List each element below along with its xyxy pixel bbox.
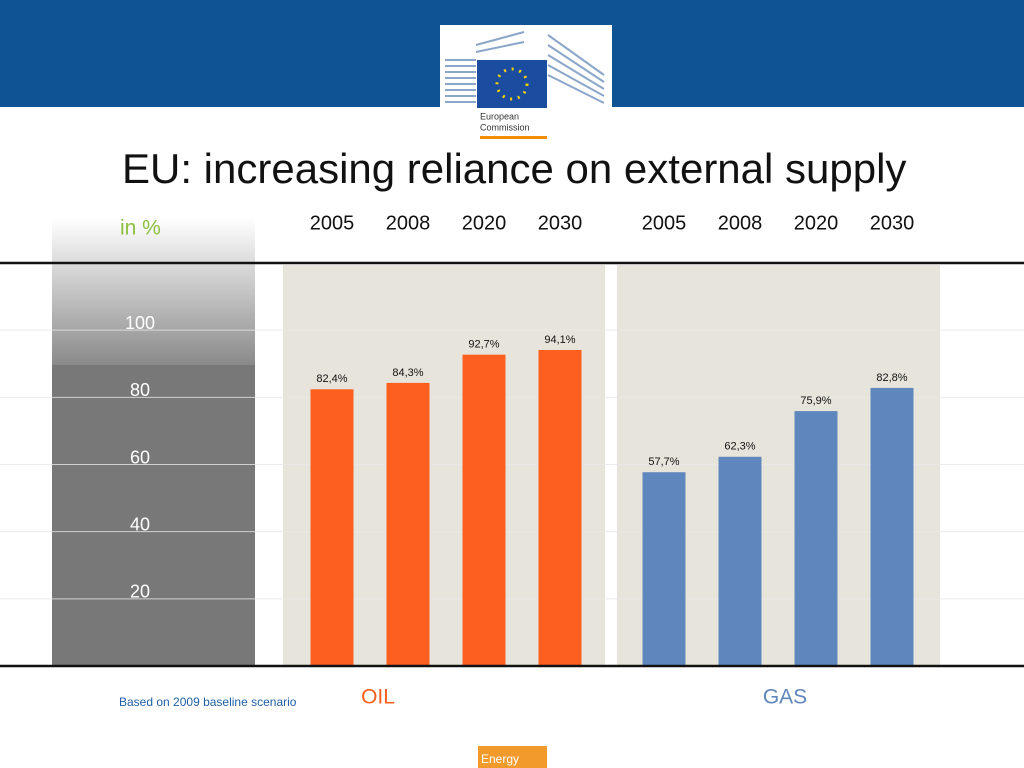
- note: Based on 2009 baseline scenario: [119, 695, 297, 709]
- x-tick-label: 2030: [538, 212, 583, 234]
- logo-text: European: [480, 111, 519, 121]
- y-tick-label: 20: [130, 582, 150, 602]
- y-tick-label: 60: [130, 447, 150, 467]
- bar: [386, 382, 430, 666]
- y-tick-label: 40: [130, 514, 150, 534]
- logo-text: Commission: [480, 122, 530, 132]
- bar: [642, 472, 686, 666]
- value-label: 84,3%: [392, 367, 423, 379]
- axis-panel: [52, 218, 255, 365]
- group-label: OIL: [361, 686, 395, 709]
- x-tick-label: 2030: [870, 212, 915, 234]
- value-label: 62,3%: [724, 441, 755, 453]
- value-label: 94,1%: [544, 334, 575, 346]
- y-tick-label: 100: [125, 313, 155, 333]
- value-label: 82,8%: [876, 372, 907, 384]
- y-axis-label: in %: [120, 217, 161, 240]
- value-label: 75,9%: [800, 395, 831, 407]
- axis-panel: [52, 365, 255, 665]
- group-label: GAS: [763, 686, 807, 709]
- x-tick-label: 2020: [462, 212, 507, 234]
- y-tick-label: 80: [130, 380, 150, 400]
- x-tick-label: 2020: [794, 212, 839, 234]
- bar: [310, 389, 354, 666]
- chart-title: EU: increasing reliance on external supp…: [122, 145, 906, 192]
- bar: [794, 411, 838, 666]
- bar: [870, 387, 914, 666]
- x-tick-label: 2008: [718, 212, 763, 234]
- logo: European Commission: [440, 25, 612, 143]
- value-label: 82,4%: [316, 373, 347, 385]
- footer-tab: [478, 746, 547, 768]
- x-tick-label: 2005: [642, 212, 687, 234]
- bar: [462, 354, 506, 666]
- x-tick-label: 2005: [310, 212, 355, 234]
- value-label: 57,7%: [648, 456, 679, 468]
- x-tick-label: 2008: [386, 212, 431, 234]
- footer: Energy: [481, 752, 519, 766]
- bar: [538, 349, 582, 666]
- bar: [718, 456, 762, 666]
- value-label: 92,7%: [468, 339, 499, 351]
